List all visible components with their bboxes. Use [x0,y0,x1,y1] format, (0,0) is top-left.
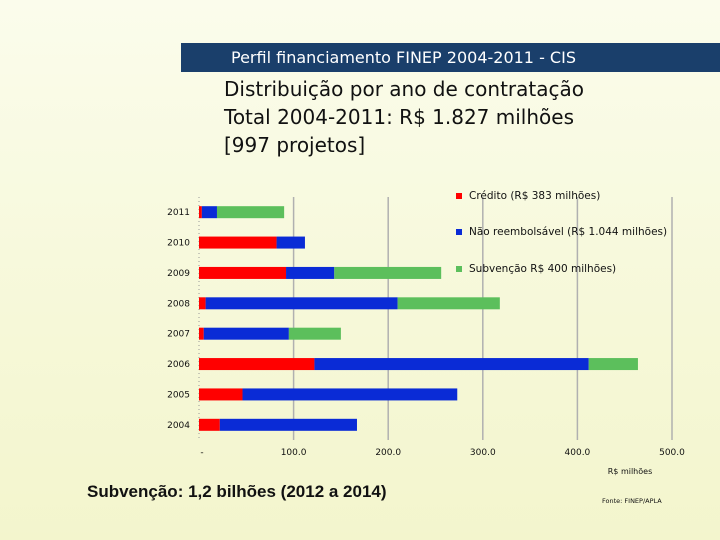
bar-2004-nao_reembolsavel [219,418,357,431]
bar-2006-subvencao [588,358,638,371]
category-label-2010: 2010 [167,239,190,249]
chart-subtitle: Distribuição por ano de contratação Tota… [224,75,684,159]
category-label-2011: 2011 [167,208,190,218]
legend-swatch-subvencao [456,266,462,272]
bar-2005-credito [199,388,243,401]
legend-label-subvencao: Subvenção R$ 400 milhões) [469,263,616,275]
subtitle-line-2: Total 2004-2011: R$ 1.827 milhões [224,105,574,129]
bar-2004-credito [199,418,220,431]
chart-banner: Perfil financiamento FINEP 2004-2011 - C… [181,43,720,72]
bar-2009-subvencao [334,266,442,279]
banner-title: Perfil financiamento FINEP 2004-2011 - C… [231,48,576,67]
category-label-2009: 2009 [167,269,190,279]
category-label-2007: 2007 [167,330,190,340]
category-label-2005: 2005 [167,390,190,400]
category-label-2008: 2008 [167,299,190,309]
bar-2010-nao_reembolsavel [276,236,305,249]
category-label-2006: 2006 [167,360,190,370]
subtitle-line-3: [997 projetos] [224,133,366,157]
x-tick-label-2: 200.0 [375,448,401,458]
x-tick-label-5: 500.0 [659,448,685,458]
chart-bars [199,206,638,431]
x-axis-label: R$ milhões [608,467,652,476]
x-tick-label-4: 400.0 [565,448,591,458]
bar-2008-credito [199,297,206,310]
x-tick-label-1: 100.0 [281,448,307,458]
bar-2009-credito [199,266,287,279]
legend-swatch-credito [456,193,462,199]
bar-2008-subvencao [397,297,500,310]
bar-2011-nao_reembolsavel [201,206,217,219]
bar-2005-nao_reembolsavel [242,388,458,401]
bar-2006-credito [199,358,315,371]
source-note: Fonte: FINEP/APLA [602,497,662,505]
bar-2008-nao_reembolsavel [205,297,398,310]
bar-2007-subvencao [288,327,341,340]
bar-2010-credito [199,236,277,249]
chart-legend: Crédito (R$ 383 milhões) Não reembolsável… [456,190,667,275]
bar-2007-nao_reembolsavel [203,327,289,340]
footnote: Subvenção: 1,2 bilhões (2012 a 2014) [87,482,387,501]
bar-2011-subvencao [216,206,285,219]
legend-label-nao_reembolsavel: Não reembolsável (R$ 1.044 milhões) [469,226,667,238]
x-tick-label-3: 300.0 [470,448,496,458]
subtitle-line-1: Distribuição por ano de contratação [224,77,584,101]
bar-2011-credito [199,206,202,219]
bar-2007-credito [199,327,204,340]
bar-2006-nao_reembolsavel [314,358,589,371]
chart-category-labels: 2011 2010 2009 2008 2007 2006 2005 2004 [167,208,190,431]
legend-swatch-nao_reembolsavel [456,229,462,235]
legend-label-credito: Crédito (R$ 383 milhões) [469,190,600,202]
category-label-2004: 2004 [167,421,190,431]
bar-2009-nao_reembolsavel [286,266,335,279]
x-tick-label-0: - [200,448,203,458]
chart-x-tick-labels: - 100.0 200.0 300.0 400.0 500.0 [200,448,685,458]
